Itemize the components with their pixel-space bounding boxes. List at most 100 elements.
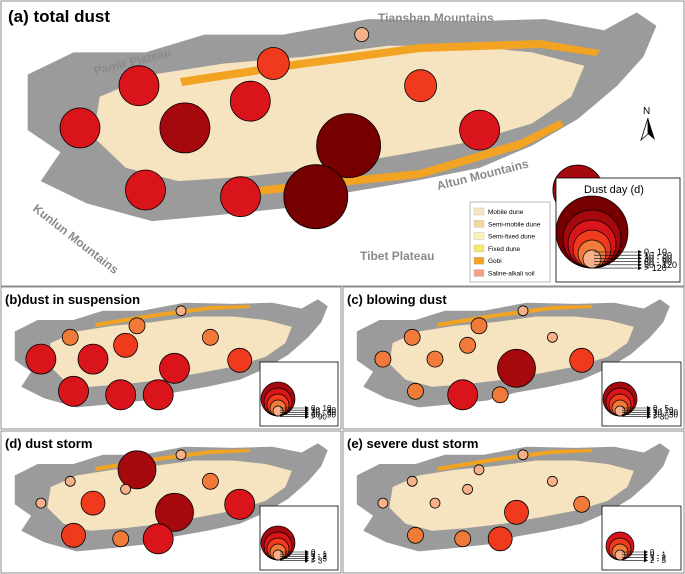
legend-circle xyxy=(272,405,284,417)
legend-label: > 90 xyxy=(311,412,327,421)
gobi-north-c xyxy=(437,305,592,327)
station-circle xyxy=(59,107,101,149)
gobi-north-a xyxy=(180,40,600,86)
station-circle xyxy=(155,492,194,532)
dune-legend-box xyxy=(469,201,551,283)
station-circle xyxy=(426,350,444,368)
station-circle xyxy=(58,375,89,407)
legend-arrow xyxy=(647,414,651,419)
station-circle xyxy=(113,332,138,358)
panel-b-stations xyxy=(25,305,305,411)
station-circle xyxy=(407,382,424,400)
station-circle xyxy=(429,497,441,509)
station-circle xyxy=(80,490,106,516)
north-arrow-right xyxy=(648,118,655,140)
gobi-north-d xyxy=(95,449,250,471)
station-circle xyxy=(491,386,509,404)
station-circle xyxy=(77,343,109,375)
dune-legend-swatch xyxy=(473,232,485,240)
label-tibet: Tibet Plateau xyxy=(360,249,434,263)
station-circle xyxy=(504,499,529,525)
legend-label: 1 - 2 xyxy=(650,553,667,562)
dune-legend-label: Saline-alkali soil xyxy=(488,271,535,278)
gobi-north-b xyxy=(95,305,250,327)
legend-label: 20 - 30 xyxy=(653,410,678,419)
dune-legend-swatch xyxy=(473,269,485,277)
station-circle xyxy=(220,176,261,218)
station-circle xyxy=(35,497,47,509)
station-circle xyxy=(407,526,424,544)
station-circle xyxy=(404,69,438,103)
dune-legend-swatch xyxy=(473,220,485,228)
panel-e-legend: 00 - 11 - 22 - 3 xyxy=(601,505,682,571)
station-circle xyxy=(459,336,477,354)
legend-label: 0 - 10 xyxy=(311,404,332,413)
dune-legend: Mobile dune Semi-mobile dune Semi-fixed du… xyxy=(469,201,551,283)
station-circle xyxy=(201,472,219,490)
station-circle xyxy=(175,305,187,317)
gobi-patches xyxy=(95,40,600,471)
station-circle xyxy=(473,464,485,476)
legend-arrow xyxy=(638,266,642,271)
legend-label: > 120 xyxy=(644,263,667,273)
legend-arrow xyxy=(305,558,309,563)
station-circle xyxy=(547,331,558,343)
station-circle xyxy=(227,347,253,373)
station-circle xyxy=(354,27,370,42)
station-circle xyxy=(454,530,472,548)
station-circle xyxy=(61,328,79,346)
gobi-south-a xyxy=(230,120,564,198)
legend-arrow xyxy=(638,259,642,264)
legend-label: 0 - 5 xyxy=(653,404,670,413)
legend-arrow xyxy=(644,555,648,560)
station-circle xyxy=(573,495,591,513)
panel-d-legend: 00 - 11 - 22 - 3> 3 xyxy=(259,505,339,571)
legend-arrow xyxy=(638,253,642,258)
station-circle xyxy=(256,47,290,80)
dune-legend-label: Gobi xyxy=(488,258,502,265)
panel-b-title: (b)dust in suspension xyxy=(5,292,140,307)
station-circle xyxy=(142,523,174,555)
station-circle xyxy=(125,169,166,211)
legend-label: 0 - 1 xyxy=(650,551,667,560)
north-arrow: N xyxy=(640,106,655,142)
station-circle xyxy=(374,350,392,368)
legend-arrow xyxy=(638,256,642,261)
legend-label: 0 xyxy=(311,548,316,557)
legend-label: 2 - 3 xyxy=(311,554,328,563)
dune-legend-label: Semi-mobile dune xyxy=(488,221,541,228)
panel-c-stations xyxy=(374,305,643,411)
legend-label: 10 - 20 xyxy=(653,408,678,417)
station-circle xyxy=(112,530,130,548)
panel-e-title: (e) severe dust storm xyxy=(347,436,479,451)
dune-legend-swatch xyxy=(473,257,485,265)
panel-c-title: (c) blowing dust xyxy=(347,292,447,307)
station-circle xyxy=(316,113,382,179)
legend-label: > 3 xyxy=(311,556,323,565)
station-circle xyxy=(447,379,479,411)
station-circle xyxy=(224,488,256,520)
legend-circle xyxy=(272,549,284,561)
legend-arrow xyxy=(305,414,309,419)
legend-arrow xyxy=(644,550,648,554)
dune-legend-label: Mobile dune xyxy=(488,209,524,216)
legend-arrow xyxy=(638,250,642,254)
station-circle xyxy=(569,347,595,373)
legend-circle xyxy=(614,405,626,417)
legend-label: 60 - 90 xyxy=(311,410,336,419)
legend-label: 5 - 10 xyxy=(653,406,674,415)
station-circle xyxy=(128,317,146,335)
legend-label: 30 - 60 xyxy=(644,254,672,264)
station-circle xyxy=(117,450,157,490)
station-circle xyxy=(377,497,389,509)
station-circle xyxy=(470,317,488,335)
legend-label: 0 xyxy=(650,548,655,557)
dune-legend-swatch xyxy=(473,207,485,216)
legend-label: 0 - 10 xyxy=(644,247,667,257)
station-circle xyxy=(159,102,211,154)
legend-label: 90 - 120 xyxy=(644,260,677,270)
